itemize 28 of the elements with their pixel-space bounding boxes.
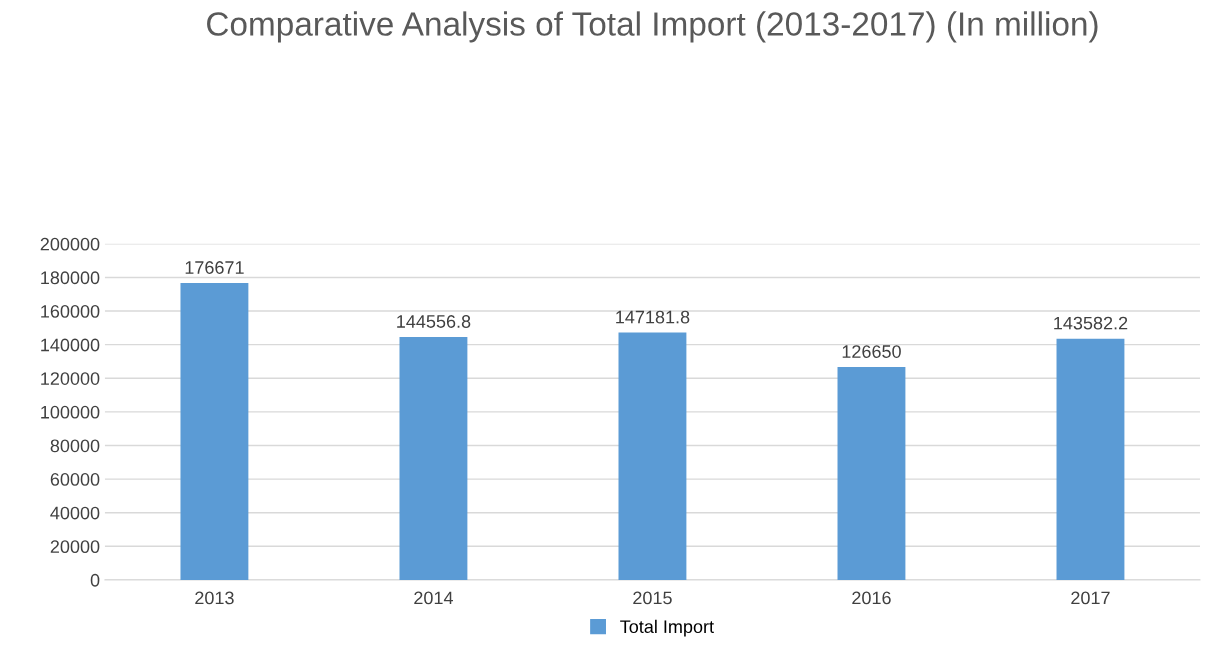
y-tick-label: 100000 <box>41 405 100 419</box>
x-tick-label: 2013 <box>195 591 234 605</box>
bar <box>1056 338 1125 580</box>
y-tick-label: 120000 <box>41 372 100 385</box>
y-tick-label: 80000 <box>50 439 100 453</box>
y-tick-label: 60000 <box>50 473 100 486</box>
x-tick-label: 2017 <box>1071 591 1110 605</box>
text: 147181.8 <box>616 310 690 324</box>
legend-label: Total Import <box>620 619 714 637</box>
y-tick-label: 200000 <box>40 237 100 251</box>
text: 176671 <box>185 261 244 274</box>
x-tick-label: 2016 <box>852 591 891 605</box>
text: 144556.8 <box>397 315 471 328</box>
y-tick-label: 20000 <box>50 540 100 554</box>
text: 143582.2 <box>1054 316 1128 330</box>
y-tick-label: 160000 <box>41 304 100 318</box>
chart-title: Comparative Analysis of Total Import (2013-2017) (In million) <box>207 11 1098 43</box>
text: 126650 <box>842 345 901 358</box>
bar <box>837 367 906 580</box>
y-tick-label: 140000 <box>41 338 100 352</box>
x-tick-label: 2015 <box>633 591 672 605</box>
y-tick-label: 0 <box>90 573 100 587</box>
y-tick-label: 40000 <box>50 506 100 520</box>
y-tick-label: 180000 <box>41 271 100 285</box>
bar <box>180 283 249 580</box>
bar <box>399 337 468 580</box>
bar <box>618 332 687 580</box>
x-tick-label: 2014 <box>414 591 453 605</box>
